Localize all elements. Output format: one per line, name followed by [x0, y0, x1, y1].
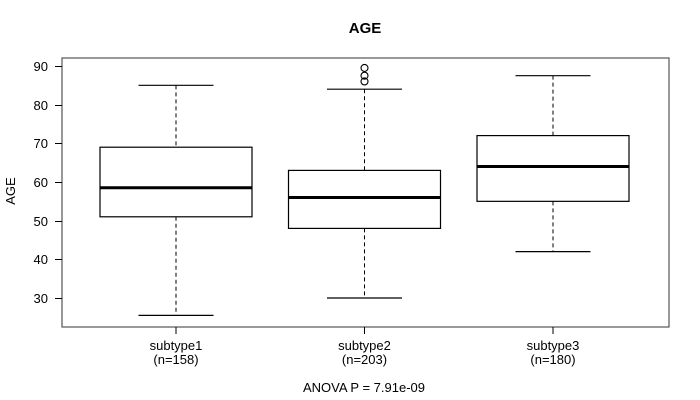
y-tick-label: 30 [34, 291, 48, 306]
y-tick-label: 60 [34, 175, 48, 190]
y-tick-label: 70 [34, 136, 48, 151]
y-tick-label: 50 [34, 214, 48, 229]
outlier-point [360, 77, 369, 86]
iqr-box [99, 146, 253, 218]
y-tick-label: 90 [34, 59, 48, 74]
iqr-box [476, 135, 630, 202]
group-label: subtype2 [338, 338, 391, 353]
group-label: subtype3 [527, 338, 580, 353]
group-count-label: (n=158) [153, 352, 198, 367]
plot-area: 30405060708090subtype1(n=158)subtype2(n=… [34, 57, 670, 367]
group-count-label: (n=203) [342, 352, 387, 367]
y-tick-label: 80 [34, 98, 48, 113]
outlier-point [360, 63, 369, 72]
outlier-point [360, 71, 369, 80]
anova-annotation: ANOVA P = 7.91e-09 [303, 380, 425, 395]
group-count-label: (n=180) [530, 352, 575, 367]
iqr-box [287, 169, 442, 229]
chart-title: AGE [349, 20, 382, 37]
y-axis-title: AGE [3, 177, 18, 205]
y-tick-label: 40 [34, 252, 48, 267]
plot-frame [61, 57, 670, 328]
group-label: subtype1 [150, 338, 203, 353]
